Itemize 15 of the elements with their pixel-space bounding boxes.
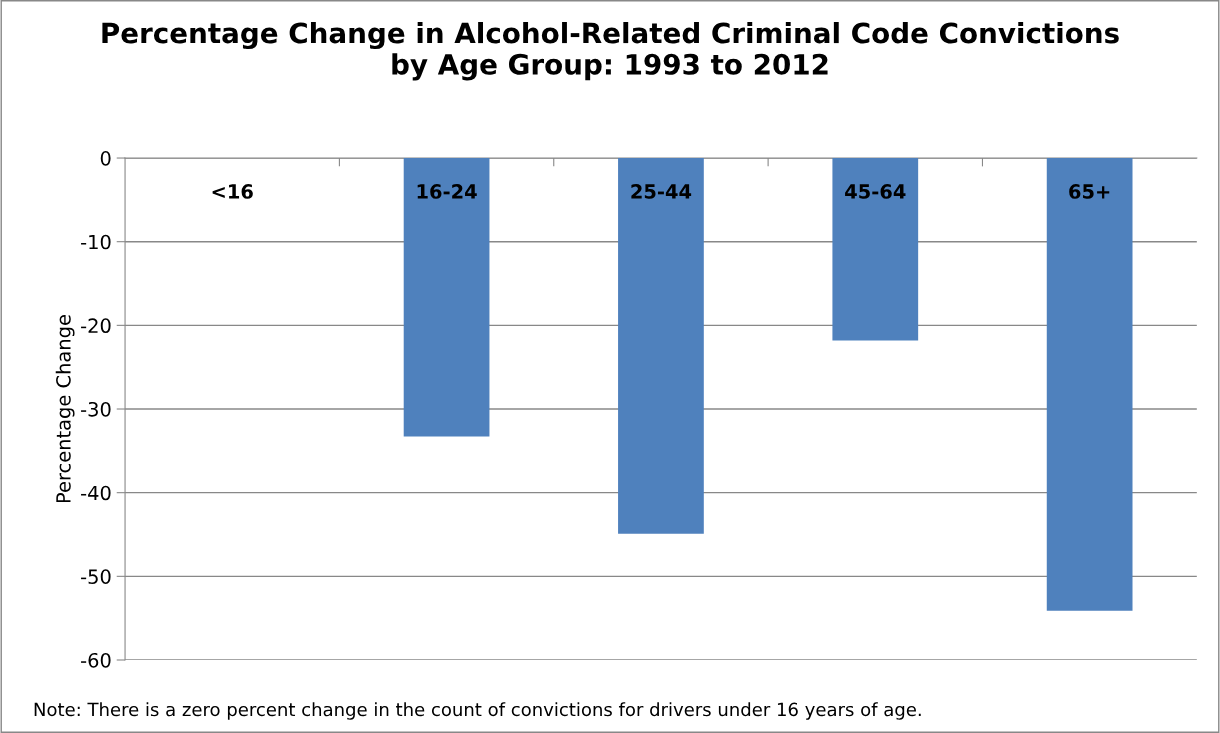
y-tick-label: 0 (100, 150, 111, 166)
text: Note: There is a zero percent change in the count of convictions for drivers under 16 years of age. (34, 702, 921, 720)
x-tick-label: 65+ (1069, 184, 1110, 199)
y-axis-title: Percentage Change (55, 315, 75, 503)
y-tick-label: -40 (81, 485, 111, 501)
chart-title: Percentage Change in Alcohol-Related Criminal Code Convictions by Age Group: 1993 to 2012 (102, 21, 1119, 81)
x-tick-label: 16-24 (417, 184, 477, 199)
x-tick-label: 45-64 (845, 184, 906, 199)
x-tick-label: 25-44 (631, 184, 692, 199)
y-tick-label: -10 (81, 234, 111, 250)
y-tick-label: -30 (81, 401, 111, 417)
y-tick-label: -50 (81, 569, 111, 584)
x-tick-label: <16 (212, 184, 253, 199)
y-tick-label: -60 (81, 652, 111, 668)
y-tick-label: -20 (81, 318, 111, 334)
